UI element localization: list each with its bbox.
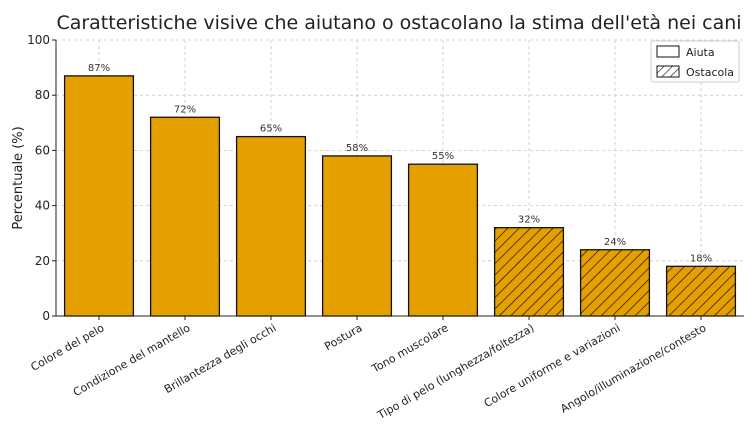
y-tick-label: 60	[35, 143, 50, 157]
y-axis-label: Percentuale (%)	[11, 126, 26, 229]
y-axis-ticks: 0 20 40 60 80 100	[27, 33, 56, 323]
bar	[665, 265, 737, 317]
bar-data-label: 32%	[518, 215, 540, 226]
bar	[579, 249, 651, 317]
x-category-label: Tono muscolare	[369, 321, 451, 376]
x-category-label: Tipo di pelo (lunghezza/foltezza)	[375, 321, 537, 422]
y-tick-label: 80	[35, 88, 50, 102]
bar-data-label: 65%	[260, 124, 282, 135]
bar	[321, 155, 393, 317]
y-tick-label: 0	[42, 309, 50, 323]
legend-swatch-aiuta	[656, 45, 680, 58]
legend-label-aiuta: Aiuta	[686, 46, 715, 59]
y-tick-label: 20	[35, 254, 50, 268]
bar	[493, 227, 565, 317]
bar-data-label: 72%	[174, 104, 196, 115]
x-category-label: Angolo/illuminazione/contesto	[558, 321, 708, 415]
bar-data-label: 87%	[88, 63, 110, 74]
legend-label-ostacola: Ostacola	[686, 66, 734, 79]
bar	[407, 163, 479, 317]
bar-data-label: 24%	[604, 237, 626, 248]
x-category-label: Colore del pelo	[28, 321, 106, 374]
data-labels: 87% 72% 65% 58% 55% 32% 24% 18%	[88, 63, 712, 264]
legend-swatch-ostacola	[656, 65, 680, 78]
bar	[149, 116, 221, 317]
bar	[235, 135, 307, 317]
legend: Aiuta Ostacola	[650, 40, 740, 83]
bar-data-label: 18%	[690, 253, 712, 264]
y-tick-label: 40	[35, 199, 50, 213]
bar-data-label: 55%	[432, 151, 454, 162]
bars	[63, 75, 737, 317]
y-tick-label: 100	[27, 33, 50, 47]
chart-title: Caratteristiche visive che aiutano o ost…	[56, 12, 741, 34]
x-category-label: Postura	[322, 321, 364, 353]
bar	[63, 75, 135, 317]
x-category-label: Colore uniforme e variazioni	[482, 321, 623, 410]
bar-data-label: 58%	[346, 143, 368, 154]
